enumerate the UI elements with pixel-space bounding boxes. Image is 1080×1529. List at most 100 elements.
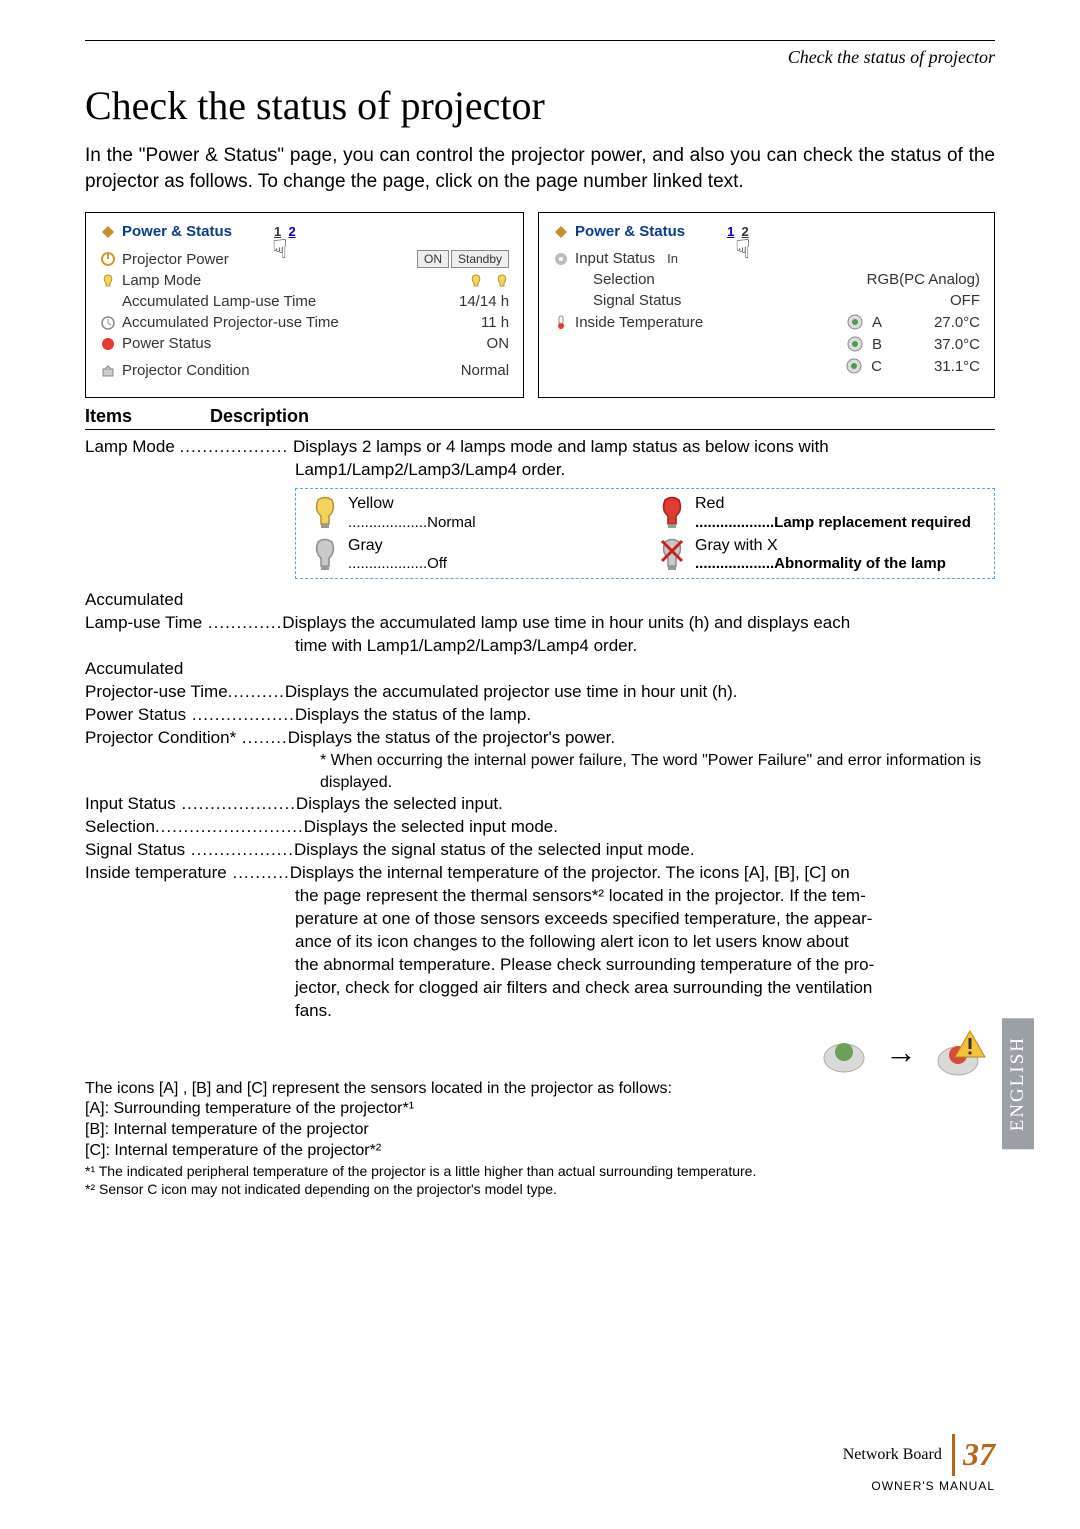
row-value: RGB(PC Analog) — [847, 271, 980, 288]
dots: .......... — [227, 863, 290, 882]
dots: ................... — [180, 437, 289, 456]
item-desc-cont: perature at one of those sensors exceeds… — [85, 908, 995, 931]
item-term: Power Status — [85, 705, 186, 724]
row-label: Projector Power — [122, 251, 229, 268]
arrow-icon: → — [885, 1031, 917, 1074]
page-link-1[interactable]: 1 — [727, 224, 734, 239]
lamp-meaning: ...................Off — [348, 555, 447, 572]
item-desc: Displays the selected input mode. — [304, 817, 558, 836]
dots: .................... — [176, 794, 296, 813]
bulb-yellow-icon — [310, 496, 340, 530]
item-group-label: Accumulated — [85, 589, 995, 612]
row-label: Projector Condition — [122, 362, 250, 379]
row-label: Inside Temperature — [575, 314, 703, 331]
item-desc: Displays the status of the lamp. — [295, 705, 531, 724]
dots: .................. — [186, 705, 295, 724]
sensor-label: A — [872, 314, 882, 331]
page-footer: Network Board 37 OWNER'S MANUAL — [843, 1434, 995, 1495]
panel-title: Power & Status — [575, 223, 685, 240]
dots: ............. — [202, 613, 282, 632]
dots: .......... — [228, 682, 285, 701]
bulb-gray-icon — [310, 538, 340, 572]
row-label: Input Status — [575, 250, 655, 267]
power-status-panel-2: Power & Status 1 2 ☟ Input Status In Sel… — [538, 212, 995, 398]
sensor-label: B — [872, 336, 882, 353]
footnote-line: *² Sensor C icon may not indicated depen… — [85, 1180, 995, 1198]
icon-transition: → — [821, 1027, 987, 1079]
dots: ........ — [236, 728, 288, 747]
sensor-normal-icon — [821, 1030, 867, 1076]
intro-paragraph: In the "Power & Status" page, you can co… — [85, 143, 995, 194]
sensor-value: 27.0°C — [890, 314, 980, 331]
on-button[interactable]: ON — [417, 250, 449, 268]
item-term: Signal Status — [85, 840, 185, 859]
row-label: Accumulated Lamp-use Time — [122, 293, 316, 310]
row-value: 14/14 h — [439, 293, 509, 310]
page-title: Check the status of projector — [85, 82, 995, 129]
item-desc-cont: Lamp1/Lamp2/Lamp3/Lamp4 order. — [85, 459, 995, 482]
item-desc: Displays the status of the projector's p… — [288, 728, 615, 747]
dots: .................. — [185, 840, 294, 859]
item-term: Projector Condition* — [85, 728, 236, 747]
row-value: OFF — [930, 292, 980, 309]
row-label: Accumulated Projector-use Time — [122, 314, 339, 331]
sensor-alert-icon — [935, 1027, 987, 1079]
panel-icon — [553, 224, 569, 240]
condition-icon — [100, 363, 116, 379]
header-title: Check the status of projector — [85, 47, 995, 68]
item-desc: Displays the selected input. — [296, 794, 503, 813]
item-term: Selection — [85, 817, 155, 836]
lamp-meaning: ...................Lamp replacement requ… — [695, 514, 971, 531]
footer-title: Network Board — [843, 1446, 942, 1463]
note-line: The icons [A] , [B] and [C] represent th… — [85, 1079, 995, 1100]
thermometer-icon — [553, 314, 569, 330]
sensor-value: 31.1°C — [890, 358, 980, 375]
sensor-value: 37.0°C — [890, 336, 980, 353]
lamp-color: Yellow — [348, 495, 476, 513]
row-label: Selection — [593, 271, 655, 288]
panel-icon — [100, 224, 116, 240]
lamp-color: Red — [695, 495, 971, 513]
footer-page: 37 — [952, 1434, 995, 1476]
row-value: Normal — [441, 362, 509, 379]
clock-icon — [100, 315, 116, 331]
item-term: Lamp-use Time — [85, 613, 202, 632]
col-description: Description — [210, 406, 309, 426]
lamp-icon — [100, 273, 116, 289]
item-desc-cont: fans. — [85, 1000, 995, 1023]
lamp-meaning: ...................Normal — [348, 514, 476, 531]
row-value: ON — [467, 335, 510, 352]
item-term: Lamp Mode — [85, 437, 175, 456]
status-icon — [100, 336, 116, 352]
lamp-color: Gray — [348, 537, 447, 555]
item-desc: Displays the internal temperature of the… — [290, 863, 850, 882]
item-desc: Displays 2 lamps or 4 lamps mode and lam… — [293, 437, 829, 456]
input-icon — [553, 251, 569, 267]
footnote-line: *¹ The indicated peripheral temperature … — [85, 1162, 995, 1180]
panel-title: Power & Status — [122, 223, 232, 240]
power-status-panel-1: Power & Status 1 2 ☟ Projector Power ONS… — [85, 212, 524, 398]
sensor-label: C — [871, 358, 882, 375]
row-label: Signal Status — [593, 292, 681, 309]
sensor-led-icon — [846, 313, 864, 331]
item-term: Inside temperature — [85, 863, 227, 882]
page-link-2[interactable]: 2 — [289, 224, 296, 239]
standby-button[interactable]: Standby — [451, 250, 509, 268]
pointer-icon: ☟ — [735, 234, 751, 264]
power-icon — [100, 251, 116, 267]
item-desc: Displays the accumulated projector use t… — [285, 682, 738, 701]
item-desc-cont: ance of its icon changes to the followin… — [85, 931, 995, 954]
note-line: [C]: Internal temperature of the project… — [85, 1141, 995, 1162]
row-label: Lamp Mode — [122, 272, 201, 289]
bulb-gray-x-icon — [657, 538, 687, 572]
item-desc: Displays the signal status of the select… — [294, 840, 695, 859]
item-desc-cont: the abnormal temperature. Please check s… — [85, 954, 995, 977]
lamp-meaning: ...................Abnormality of the la… — [695, 555, 946, 572]
sensor-led-icon — [846, 335, 864, 353]
row-label: Power Status — [122, 335, 211, 352]
pointer-icon: ☟ — [272, 234, 288, 264]
item-desc-cont: the page represent the thermal sensors*²… — [85, 885, 995, 908]
sensor-led-icon — [845, 357, 863, 375]
bulb-red-icon — [657, 496, 687, 530]
row-value: 11 h — [461, 314, 509, 331]
